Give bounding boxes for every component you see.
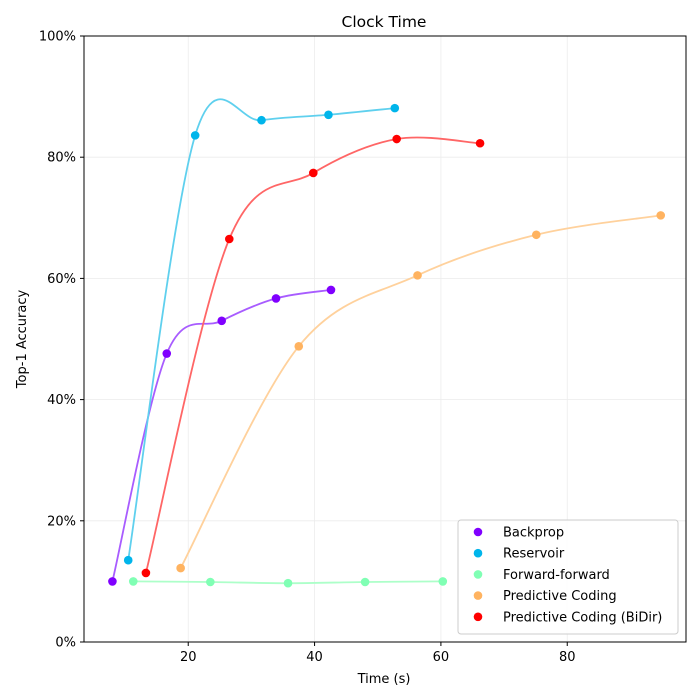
- x-tick-label: 20: [180, 650, 197, 665]
- series-points: [108, 103, 666, 588]
- data-point: [176, 563, 185, 573]
- data-point: [190, 131, 200, 140]
- data-point: [217, 316, 227, 326]
- y-axis: 0% 20% 40% 60% 80% 100%: [39, 30, 84, 651]
- x-tick-label: 60: [433, 650, 450, 665]
- data-point: [224, 234, 234, 244]
- y-tick-label: 40%: [47, 393, 76, 408]
- legend-marker: [473, 591, 483, 600]
- data-point: [108, 577, 117, 586]
- legend-marker: [473, 612, 483, 622]
- data-point: [475, 138, 485, 148]
- chart-title: Clock Time: [342, 13, 427, 31]
- data-point: [360, 577, 370, 587]
- data-point: [294, 341, 304, 351]
- data-point: [128, 577, 138, 586]
- data-point: [283, 578, 293, 588]
- data-point: [206, 577, 215, 587]
- data-point: [257, 115, 266, 125]
- series-line: [179, 214, 661, 569]
- x-axis-label: Time (s): [357, 672, 411, 687]
- legend-marker: [473, 548, 483, 558]
- legend-label: Predictive Coding: [503, 589, 617, 604]
- legend-label: Predictive Coding (BiDir): [503, 610, 662, 625]
- data-point: [390, 103, 400, 113]
- legend-marker: [473, 527, 483, 537]
- y-tick-label: 100%: [39, 30, 76, 45]
- data-point: [123, 555, 133, 565]
- series-line: [127, 98, 395, 561]
- legend: Backprop Reservoir Forward-forward Predicti…: [457, 519, 679, 635]
- series-lines: [111, 98, 661, 585]
- data-point: [656, 211, 666, 220]
- data-point: [413, 271, 422, 280]
- data-point: [392, 134, 401, 144]
- legend-label: Reservoir: [503, 547, 565, 562]
- data-point: [162, 349, 172, 358]
- y-tick-label: 0%: [55, 636, 76, 651]
- x-tick-label: 80: [559, 650, 576, 665]
- data-point: [324, 110, 333, 120]
- x-tick-label: 40: [306, 650, 323, 665]
- data-point: [141, 568, 151, 578]
- series-line: [145, 136, 481, 574]
- x-axis: 20 40 60 80: [180, 642, 576, 665]
- y-tick-label: 80%: [47, 151, 76, 166]
- data-point: [531, 230, 541, 240]
- legend-marker: [473, 570, 483, 579]
- data-point: [309, 168, 318, 178]
- y-tick-label: 60%: [47, 272, 76, 287]
- data-point: [438, 577, 448, 586]
- legend-label: Backprop: [503, 526, 564, 541]
- y-axis-label: Top-1 Accuracy: [15, 290, 30, 390]
- plot-frame: [83, 35, 687, 643]
- series-line: [111, 289, 332, 582]
- data-point: [326, 285, 336, 295]
- data-point: [271, 294, 281, 303]
- legend-box: [457, 519, 679, 635]
- legend-label: Forward-forward: [503, 568, 610, 583]
- y-tick-label: 20%: [47, 514, 76, 529]
